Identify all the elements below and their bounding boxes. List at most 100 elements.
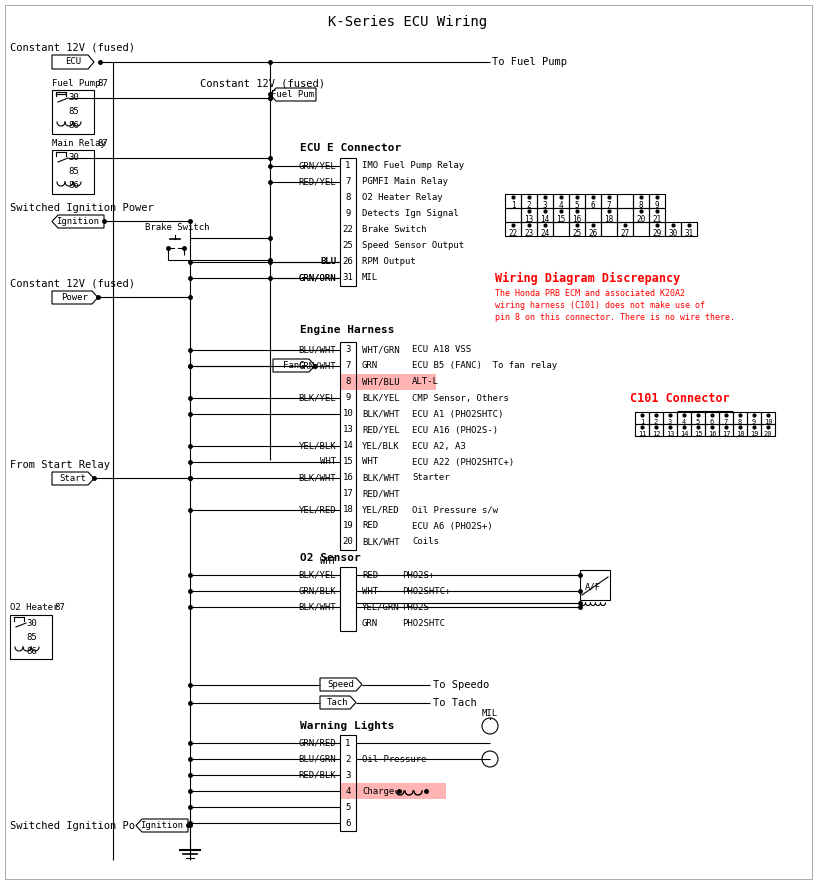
Text: MIL: MIL xyxy=(362,273,378,283)
Text: 16: 16 xyxy=(708,431,717,437)
Bar xyxy=(601,194,617,208)
Text: 20: 20 xyxy=(342,537,354,546)
Text: GRN/YEL: GRN/YEL xyxy=(298,162,336,171)
Bar xyxy=(681,222,697,236)
Bar xyxy=(505,194,521,208)
Text: 7: 7 xyxy=(346,362,350,370)
Text: wiring harness (C101) does not make use of: wiring harness (C101) does not make use … xyxy=(495,301,705,310)
Text: CMP Sensor, Others: CMP Sensor, Others xyxy=(412,393,509,402)
Text: To Speedo: To Speedo xyxy=(433,680,489,690)
Text: BLK/YEL: BLK/YEL xyxy=(362,393,400,402)
Text: 21: 21 xyxy=(653,215,662,224)
Text: O2 Heater Relay: O2 Heater Relay xyxy=(362,194,443,202)
Text: RED: RED xyxy=(362,522,378,530)
Text: 13: 13 xyxy=(666,431,674,437)
Bar xyxy=(537,208,553,222)
Text: A/F: A/F xyxy=(585,583,601,591)
Text: GRN/WHT: GRN/WHT xyxy=(298,362,336,370)
Text: 18: 18 xyxy=(736,431,744,437)
Text: 14: 14 xyxy=(540,215,550,224)
Text: 15: 15 xyxy=(342,458,354,467)
Text: Fuel Pum: Fuel Pum xyxy=(271,90,315,99)
Text: 10: 10 xyxy=(764,419,772,425)
Text: 15: 15 xyxy=(694,431,703,437)
Text: 6: 6 xyxy=(346,819,350,827)
Text: Starter: Starter xyxy=(412,474,449,483)
Text: 1: 1 xyxy=(511,201,516,210)
Text: 3: 3 xyxy=(542,201,547,210)
Text: 22: 22 xyxy=(342,225,354,234)
Text: BLK/WHT: BLK/WHT xyxy=(298,603,336,612)
Text: 6: 6 xyxy=(710,419,714,425)
Text: GRN: GRN xyxy=(362,619,378,628)
Text: RPM Output: RPM Output xyxy=(362,257,416,266)
Text: Main Relay: Main Relay xyxy=(52,139,105,148)
Text: WHT: WHT xyxy=(362,458,378,467)
Text: Brake Switch: Brake Switch xyxy=(145,224,209,232)
Text: 1: 1 xyxy=(346,738,350,748)
Text: ECU A16 (PHO2S-): ECU A16 (PHO2S-) xyxy=(412,425,498,435)
Text: 87: 87 xyxy=(54,604,65,613)
Bar xyxy=(569,222,585,236)
Text: 13: 13 xyxy=(342,425,354,435)
Text: 2: 2 xyxy=(527,201,531,210)
Bar xyxy=(340,374,436,390)
Bar xyxy=(691,412,705,424)
Bar xyxy=(733,424,747,436)
Text: 18: 18 xyxy=(605,215,614,224)
Bar xyxy=(665,222,681,236)
Bar xyxy=(747,424,761,436)
Bar xyxy=(677,424,691,436)
Bar xyxy=(585,208,601,222)
Text: BLK/WHT: BLK/WHT xyxy=(362,409,400,418)
Bar xyxy=(553,208,569,222)
Text: PHO2S+: PHO2S+ xyxy=(402,570,435,580)
Text: BLU: BLU xyxy=(320,257,336,266)
Text: 9: 9 xyxy=(346,210,350,218)
Bar xyxy=(705,412,719,424)
Text: 12: 12 xyxy=(652,431,660,437)
Text: ALT-L: ALT-L xyxy=(412,377,439,386)
Bar xyxy=(553,194,569,208)
Bar xyxy=(663,424,677,436)
Text: Detects Ign Signal: Detects Ign Signal xyxy=(362,210,459,218)
Bar xyxy=(649,194,665,208)
Text: ECU A6 (PHO2S+): ECU A6 (PHO2S+) xyxy=(412,522,493,530)
Text: YEL/RED: YEL/RED xyxy=(298,506,336,514)
Text: 5: 5 xyxy=(696,419,700,425)
Text: Ignition: Ignition xyxy=(141,821,184,830)
Text: ECU A18 VSS: ECU A18 VSS xyxy=(412,346,471,354)
Text: Wiring Diagram Discrepancy: Wiring Diagram Discrepancy xyxy=(495,271,681,285)
Text: C101 Connector: C101 Connector xyxy=(630,392,730,405)
Text: ECU A1 (PHO2SHTC): ECU A1 (PHO2SHTC) xyxy=(412,409,503,418)
Bar xyxy=(340,783,446,799)
Bar xyxy=(521,194,537,208)
Text: 87: 87 xyxy=(97,79,108,88)
Bar xyxy=(537,194,553,208)
Text: Power: Power xyxy=(61,293,88,302)
Bar xyxy=(585,222,601,236)
Text: K-Series ECU Wiring: K-Series ECU Wiring xyxy=(328,15,488,29)
Bar xyxy=(505,208,521,222)
Text: ECU E Connector: ECU E Connector xyxy=(300,143,401,153)
Text: GRN/RED: GRN/RED xyxy=(298,738,336,748)
Text: GRN: GRN xyxy=(362,362,378,370)
Text: 31: 31 xyxy=(342,273,354,283)
Bar xyxy=(633,208,649,222)
Text: 8: 8 xyxy=(639,201,643,210)
Text: 85: 85 xyxy=(68,167,78,177)
Text: Ignition: Ignition xyxy=(56,217,100,226)
Text: 16: 16 xyxy=(342,474,354,483)
Text: 8: 8 xyxy=(346,194,350,202)
Text: 9: 9 xyxy=(654,201,659,210)
Bar xyxy=(52,90,94,134)
Bar xyxy=(635,424,649,436)
Text: 4: 4 xyxy=(559,201,563,210)
Text: 26: 26 xyxy=(342,257,354,266)
Text: YEL/BLK: YEL/BLK xyxy=(298,441,336,451)
Bar xyxy=(617,208,633,222)
Text: YEL/BLK: YEL/BLK xyxy=(362,441,400,451)
Text: 86: 86 xyxy=(68,181,78,190)
Text: BLK/WHT: BLK/WHT xyxy=(362,537,400,546)
Bar xyxy=(649,412,663,424)
